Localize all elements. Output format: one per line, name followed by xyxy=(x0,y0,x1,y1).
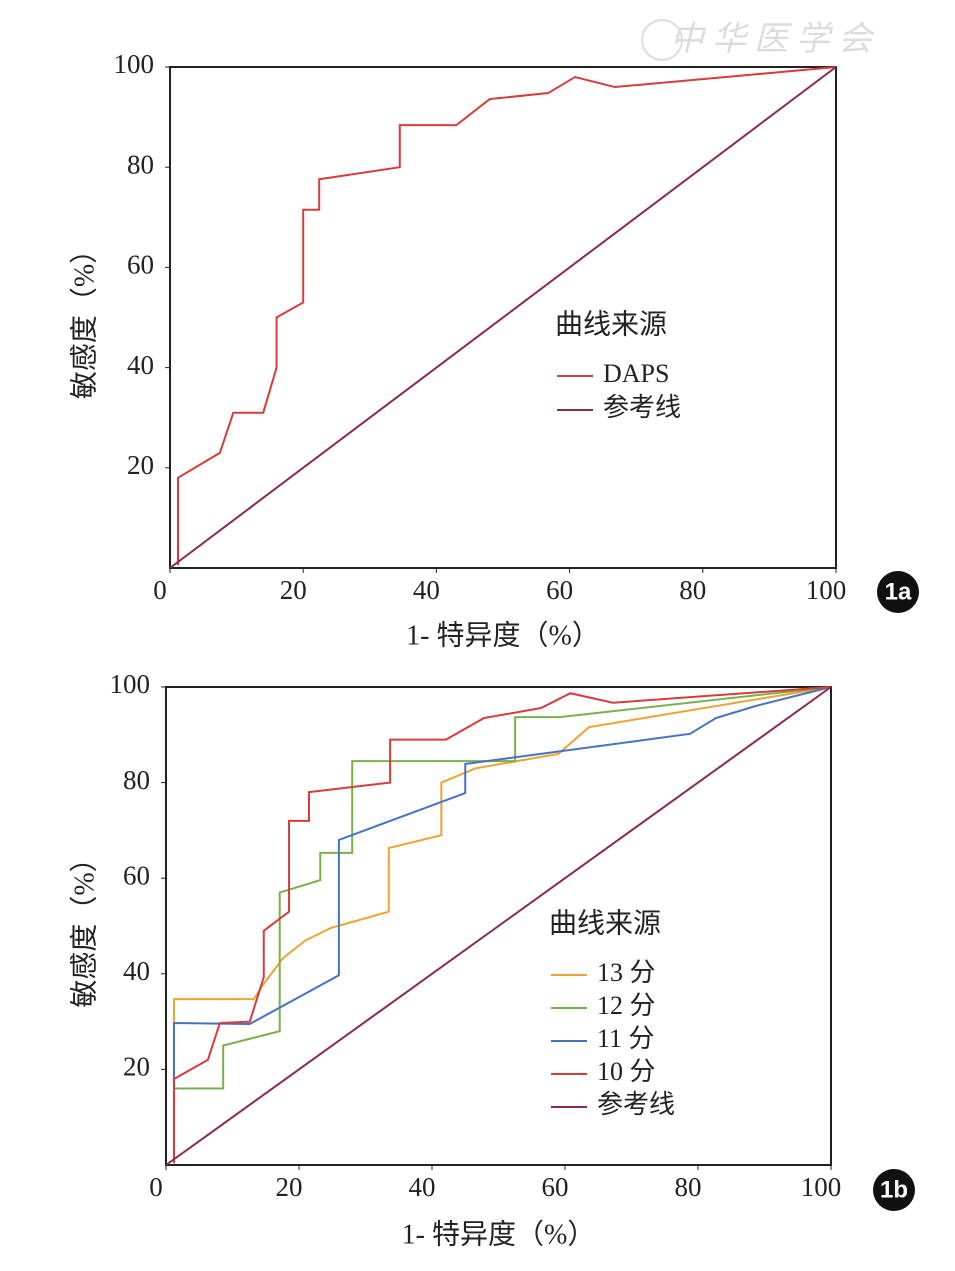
x-tick-label: 80 xyxy=(679,575,706,605)
x-tick-label: 60 xyxy=(542,1172,569,1202)
badge-label: 1b xyxy=(880,1176,908,1203)
legend-title: 曲线来源 xyxy=(555,308,667,340)
y-tick-label: 20 xyxy=(123,1052,150,1082)
y-axis-title: 敏感度（%） xyxy=(68,236,100,399)
x-tick-label: 0 xyxy=(153,575,167,605)
y-tick-label: 80 xyxy=(127,149,154,179)
x-tick-label: 40 xyxy=(413,575,440,605)
legend-label: 12 分 xyxy=(597,991,656,1020)
legend-label: 10 分 xyxy=(597,1057,656,1086)
watermark-logo xyxy=(641,19,683,61)
badge-label: 1a xyxy=(885,578,912,605)
x-tick-label: 20 xyxy=(276,1172,303,1202)
x-tick-label: 100 xyxy=(806,575,847,605)
legend-title: 曲线来源 xyxy=(549,907,661,939)
legend-label: 参考线 xyxy=(603,393,681,422)
y-axis-title: 敏感度（%） xyxy=(68,844,100,1007)
x-tick-label: 0 xyxy=(149,1172,163,1202)
y-tick-label: 60 xyxy=(127,250,154,280)
legend-label: DAPS xyxy=(603,359,669,388)
x-axis-title: 1- 特异度（%） xyxy=(406,619,600,651)
plot-frame xyxy=(169,66,837,569)
y-tick-label: 40 xyxy=(127,350,154,380)
y-tick-label: 100 xyxy=(110,669,151,699)
roc-line xyxy=(165,686,832,1166)
x-tick-label: 100 xyxy=(801,1172,842,1202)
x-tick-label: 80 xyxy=(675,1172,702,1202)
x-tick-label: 20 xyxy=(280,575,307,605)
plot-frame xyxy=(165,686,832,1166)
badge-circle xyxy=(877,571,919,613)
badge-circle xyxy=(873,1169,915,1211)
watermark: 中华医学会 xyxy=(670,21,880,58)
roc-line xyxy=(176,66,837,565)
y-tick-label: 100 xyxy=(114,49,155,79)
legend-label: 参考线 xyxy=(597,1090,675,1119)
x-axis-title: 1- 特异度（%） xyxy=(402,1218,596,1250)
x-tick-label: 60 xyxy=(546,575,573,605)
roc-line xyxy=(172,686,832,1164)
x-tick-label: 40 xyxy=(409,1172,436,1202)
legend-label: 13 分 xyxy=(597,958,656,987)
roc-line xyxy=(172,686,832,1164)
y-tick-label: 60 xyxy=(123,860,150,890)
y-tick-label: 20 xyxy=(127,450,154,480)
y-tick-label: 80 xyxy=(123,765,150,795)
legend-label: 11 分 xyxy=(597,1024,655,1053)
roc-line xyxy=(169,66,837,569)
y-tick-label: 40 xyxy=(123,956,150,986)
roc-line xyxy=(172,686,832,1164)
